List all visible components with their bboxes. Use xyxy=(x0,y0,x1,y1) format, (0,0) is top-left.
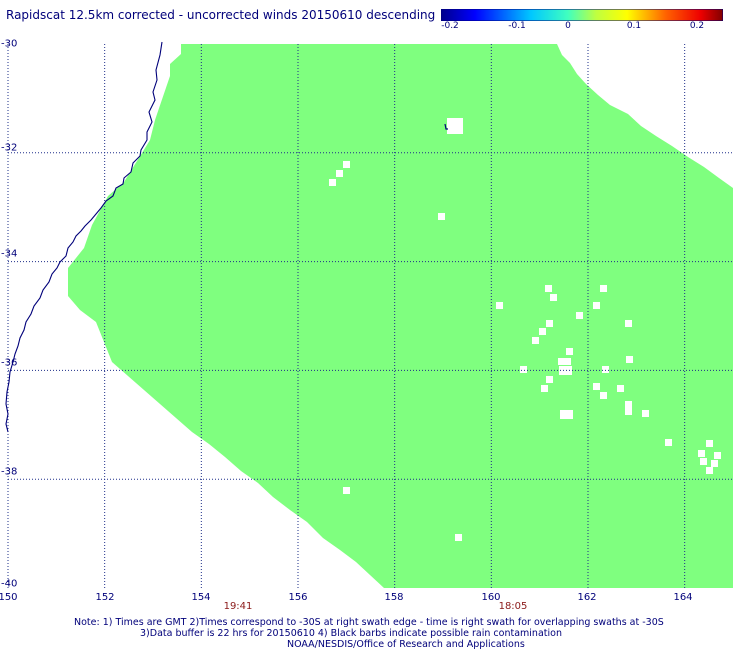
missing-cell xyxy=(714,452,721,459)
lat-lon-grid xyxy=(7,44,733,588)
missing-cell xyxy=(706,440,713,447)
missing-cell xyxy=(336,170,343,177)
missing-cell xyxy=(576,312,583,319)
missing-cell xyxy=(711,460,718,467)
missing-cell xyxy=(455,534,462,541)
x-tick-label: 156 xyxy=(288,592,308,603)
x-tick-label: 158 xyxy=(384,592,404,603)
y-tick-label: -38 xyxy=(1,466,18,478)
missing-cell xyxy=(625,401,632,415)
missing-cell xyxy=(558,358,571,365)
y-tick-label: -40 xyxy=(1,578,18,590)
footnote-line-1: Note: 1) Times are GMT 2)Times correspon… xyxy=(74,617,664,628)
colorbar-tick: 0.1 xyxy=(626,21,642,31)
x-tick-label: 154 xyxy=(191,592,211,603)
swath-time-label: 18:05 xyxy=(498,601,528,612)
missing-cell xyxy=(617,385,624,392)
x-tick-label: 150 xyxy=(0,592,18,603)
footnote-line-3: NOAA/NESDIS/Office of Research and Appli… xyxy=(287,639,525,650)
missing-cell xyxy=(593,302,600,309)
colorbar-tick: 0.2 xyxy=(689,21,705,31)
swath-time-label: 19:41 xyxy=(223,601,253,612)
x-tick-label: 152 xyxy=(95,592,115,603)
missing-cell xyxy=(343,487,350,494)
colorbar-tick: 0 xyxy=(565,21,571,31)
missing-cell xyxy=(550,294,557,301)
island-marker xyxy=(444,123,448,130)
missing-cell xyxy=(700,458,707,465)
colorbar-tick: -0.1 xyxy=(508,21,526,31)
missing-cell xyxy=(520,366,527,373)
colorbar xyxy=(441,9,723,21)
map-title: Rapidscat 12.5km corrected - uncorrected… xyxy=(6,8,436,22)
y-tick-label: -32 xyxy=(1,142,18,154)
missing-cell xyxy=(642,410,649,417)
missing-cell xyxy=(698,450,705,457)
missing-cell xyxy=(626,356,633,363)
missing-cell xyxy=(447,118,463,134)
y-tick-label: -30 xyxy=(1,38,18,50)
missing-cell xyxy=(343,161,350,168)
missing-cell xyxy=(625,320,632,327)
missing-cell xyxy=(665,439,672,446)
missing-cell xyxy=(532,337,539,344)
y-tick-label: -36 xyxy=(1,357,18,369)
missing-cell xyxy=(560,410,573,419)
swath-coverage xyxy=(68,44,733,588)
y-tick-label: -34 xyxy=(1,248,18,260)
missing-cell xyxy=(600,285,607,292)
missing-cell xyxy=(438,213,445,220)
x-tick-label: 164 xyxy=(673,592,693,603)
missing-cell xyxy=(600,392,607,399)
missing-cell xyxy=(602,366,609,373)
missing-cell xyxy=(546,320,553,327)
x-tick-label: 162 xyxy=(577,592,597,603)
missing-cell xyxy=(496,302,503,309)
missing-cell xyxy=(541,385,548,392)
missing-cell xyxy=(593,383,600,390)
missing-cell xyxy=(546,376,553,383)
missing-cell xyxy=(559,366,572,375)
missing-cell xyxy=(566,348,573,355)
missing-cell xyxy=(539,328,546,335)
australia-coastline xyxy=(5,41,163,433)
missing-data-cells xyxy=(329,118,721,541)
missing-cell xyxy=(706,467,713,474)
x-tick-label: 160 xyxy=(481,592,501,603)
wind-field-swath xyxy=(68,44,733,588)
footnote-line-2: 3)Data buffer is 22 hrs for 20150610 4) … xyxy=(140,628,562,639)
missing-cell xyxy=(329,179,336,186)
missing-cell xyxy=(545,285,552,292)
colorbar-tick: -0.2 xyxy=(441,21,459,31)
